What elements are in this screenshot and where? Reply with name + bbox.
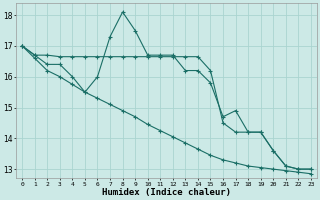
X-axis label: Humidex (Indice chaleur): Humidex (Indice chaleur) <box>102 188 231 197</box>
